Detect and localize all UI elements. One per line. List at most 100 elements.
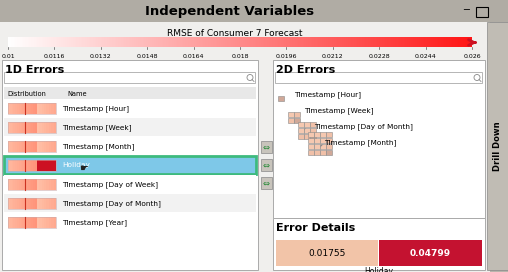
Bar <box>436 37 437 47</box>
Bar <box>339 37 340 47</box>
Bar <box>271 37 273 47</box>
Text: ─: ─ <box>463 5 469 15</box>
Bar <box>17 141 19 152</box>
Bar <box>254 37 256 47</box>
Bar <box>167 37 168 47</box>
Bar <box>73 37 74 47</box>
Bar <box>285 37 287 47</box>
Bar <box>355 37 356 47</box>
Bar <box>44 217 47 228</box>
Bar <box>24 179 26 190</box>
Bar <box>443 37 444 47</box>
Bar <box>162 37 164 47</box>
Bar <box>19 122 21 133</box>
Bar <box>229 37 230 47</box>
Bar <box>238 37 239 47</box>
Bar <box>304 134 309 139</box>
Bar <box>291 37 293 47</box>
Bar <box>408 37 409 47</box>
Bar <box>245 37 246 47</box>
Bar <box>15 217 17 228</box>
Bar <box>17 198 19 209</box>
Bar <box>357 37 359 47</box>
Bar <box>10 122 12 133</box>
Bar <box>4 194 256 212</box>
Bar <box>8 179 56 190</box>
Bar <box>325 37 326 47</box>
Bar <box>49 122 51 133</box>
Bar <box>24 141 26 152</box>
Bar <box>95 37 97 47</box>
Bar <box>49 217 51 228</box>
Bar <box>256 37 258 47</box>
Bar <box>446 37 447 47</box>
Bar <box>159 37 160 47</box>
Text: 0.0244: 0.0244 <box>415 54 436 59</box>
Bar <box>8 37 10 47</box>
Bar <box>19 198 21 209</box>
Bar <box>361 37 362 47</box>
Bar <box>273 218 485 270</box>
Bar <box>13 122 15 133</box>
Bar <box>292 37 294 47</box>
Text: ⇔: ⇔ <box>263 160 270 169</box>
Bar <box>203 37 204 47</box>
Bar <box>9 37 11 47</box>
Bar <box>12 217 14 228</box>
Bar <box>406 37 407 47</box>
Bar <box>276 240 378 266</box>
Bar <box>152 37 153 47</box>
Bar <box>42 217 44 228</box>
Bar <box>60 37 61 47</box>
Bar <box>31 103 34 114</box>
Bar <box>334 37 335 47</box>
Bar <box>464 37 465 47</box>
Bar <box>269 37 270 47</box>
Bar <box>26 103 28 114</box>
Bar <box>43 37 44 47</box>
Bar <box>42 141 44 152</box>
Bar <box>15 37 16 47</box>
Bar <box>456 37 457 47</box>
Bar <box>172 37 173 47</box>
Bar <box>384 37 385 47</box>
Bar <box>80 37 81 47</box>
Bar <box>10 198 12 209</box>
Bar <box>128 37 129 47</box>
Text: Timestamp [Day of Month]: Timestamp [Day of Month] <box>314 124 413 130</box>
Bar <box>51 37 52 47</box>
Bar <box>399 37 400 47</box>
Bar <box>242 37 244 47</box>
Text: 0.018: 0.018 <box>231 54 249 59</box>
Bar <box>442 37 443 47</box>
Bar <box>82 37 84 47</box>
Bar <box>376 37 377 47</box>
Bar <box>12 179 14 190</box>
Bar <box>39 217 42 228</box>
Bar <box>116 37 117 47</box>
Bar <box>31 179 34 190</box>
Bar <box>434 37 435 47</box>
Bar <box>137 37 138 47</box>
Bar <box>437 37 439 47</box>
Bar <box>22 198 24 209</box>
Bar <box>426 37 427 47</box>
Bar <box>468 37 470 47</box>
Bar <box>310 122 315 127</box>
Bar <box>284 37 285 47</box>
Bar <box>452 37 454 47</box>
Bar <box>44 37 45 47</box>
Bar <box>455 37 456 47</box>
Bar <box>46 122 49 133</box>
Bar <box>114 37 115 47</box>
Bar <box>462 37 463 47</box>
Bar <box>21 141 22 152</box>
Bar <box>119 37 121 47</box>
Bar <box>249 37 251 47</box>
Bar <box>401 37 403 47</box>
Bar <box>282 37 283 47</box>
Bar <box>392 37 393 47</box>
Bar <box>314 144 320 149</box>
Bar <box>120 37 122 47</box>
Bar <box>10 141 12 152</box>
